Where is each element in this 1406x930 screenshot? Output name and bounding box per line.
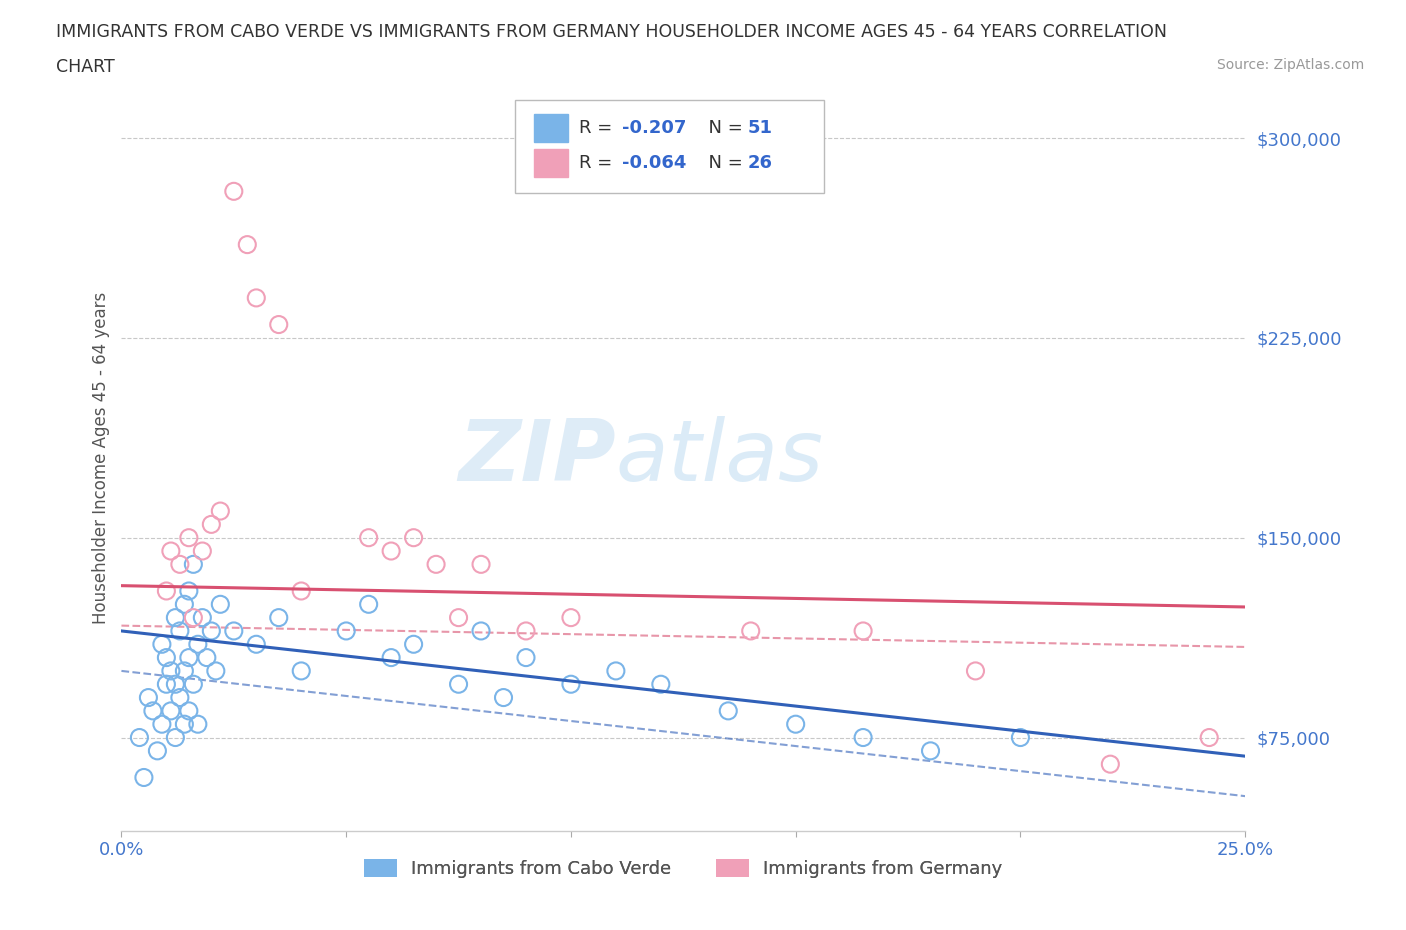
Point xyxy=(470,623,492,638)
Point xyxy=(191,610,214,625)
Point xyxy=(605,663,627,678)
Point xyxy=(191,543,214,558)
Text: 51: 51 xyxy=(748,119,772,137)
Point xyxy=(160,703,183,718)
Y-axis label: Householder Income Ages 45 - 64 years: Householder Income Ages 45 - 64 years xyxy=(93,292,110,624)
FancyBboxPatch shape xyxy=(515,100,824,193)
Point xyxy=(169,690,191,705)
Point xyxy=(165,730,187,745)
Point xyxy=(200,517,222,532)
Point xyxy=(187,717,209,732)
Text: R =: R = xyxy=(579,154,617,172)
Point xyxy=(380,543,402,558)
Point xyxy=(138,690,160,705)
Point xyxy=(150,717,173,732)
Point xyxy=(245,637,267,652)
Point xyxy=(177,583,200,598)
Point xyxy=(222,623,245,638)
Point xyxy=(290,583,312,598)
Point xyxy=(290,663,312,678)
Point xyxy=(205,663,228,678)
Point xyxy=(195,650,218,665)
Point xyxy=(165,677,187,692)
Point xyxy=(1010,730,1032,745)
Point xyxy=(155,677,177,692)
Point xyxy=(165,610,187,625)
Legend: Immigrants from Cabo Verde, Immigrants from Germany: Immigrants from Cabo Verde, Immigrants f… xyxy=(357,851,1010,885)
Point xyxy=(183,610,205,625)
Point xyxy=(1198,730,1220,745)
Point xyxy=(852,623,875,638)
Point xyxy=(357,597,380,612)
Point xyxy=(402,637,425,652)
Point xyxy=(920,743,942,758)
Point xyxy=(740,623,762,638)
Point xyxy=(650,677,672,692)
Text: N =: N = xyxy=(697,119,748,137)
Text: R =: R = xyxy=(579,119,617,137)
Text: Source: ZipAtlas.com: Source: ZipAtlas.com xyxy=(1216,58,1364,72)
Text: -0.207: -0.207 xyxy=(621,119,686,137)
Text: -0.064: -0.064 xyxy=(621,154,686,172)
Point xyxy=(267,317,290,332)
Point xyxy=(146,743,169,758)
Point xyxy=(155,583,177,598)
Point xyxy=(177,530,200,545)
Text: atlas: atlas xyxy=(616,417,824,499)
Point xyxy=(447,677,470,692)
Point xyxy=(380,650,402,665)
Point xyxy=(402,530,425,545)
Point xyxy=(187,637,209,652)
Point xyxy=(183,557,205,572)
Point xyxy=(173,663,195,678)
Point xyxy=(425,557,447,572)
Point xyxy=(142,703,165,718)
Point xyxy=(209,504,232,519)
Point xyxy=(1099,757,1122,772)
Point xyxy=(357,530,380,545)
Point xyxy=(200,623,222,638)
Point xyxy=(852,730,875,745)
Point xyxy=(515,650,537,665)
Point xyxy=(492,690,515,705)
Point xyxy=(183,677,205,692)
Point xyxy=(150,637,173,652)
Point xyxy=(128,730,150,745)
Point xyxy=(155,650,177,665)
FancyBboxPatch shape xyxy=(534,113,568,142)
Text: N =: N = xyxy=(697,154,748,172)
Point xyxy=(560,677,582,692)
Text: 26: 26 xyxy=(748,154,772,172)
Point xyxy=(160,543,183,558)
Point xyxy=(160,663,183,678)
Point xyxy=(560,610,582,625)
Text: ZIP: ZIP xyxy=(458,417,616,499)
Point xyxy=(209,597,232,612)
Point xyxy=(173,597,195,612)
Text: CHART: CHART xyxy=(56,58,115,75)
Point xyxy=(169,623,191,638)
Point xyxy=(245,290,267,305)
Point xyxy=(447,610,470,625)
Point xyxy=(515,623,537,638)
Point xyxy=(717,703,740,718)
FancyBboxPatch shape xyxy=(534,149,568,178)
Point xyxy=(132,770,155,785)
Point xyxy=(267,610,290,625)
Point xyxy=(335,623,357,638)
Point xyxy=(470,557,492,572)
Point xyxy=(222,184,245,199)
Point xyxy=(965,663,987,678)
Point xyxy=(177,650,200,665)
Point xyxy=(177,703,200,718)
Point xyxy=(785,717,807,732)
Point xyxy=(236,237,259,252)
Text: IMMIGRANTS FROM CABO VERDE VS IMMIGRANTS FROM GERMANY HOUSEHOLDER INCOME AGES 45: IMMIGRANTS FROM CABO VERDE VS IMMIGRANTS… xyxy=(56,23,1167,41)
Point xyxy=(169,557,191,572)
Point xyxy=(173,717,195,732)
